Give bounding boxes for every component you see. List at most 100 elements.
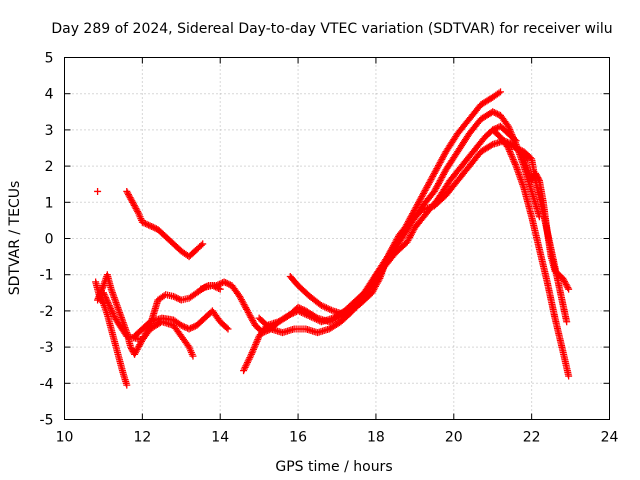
data-point-marker: [417, 194, 425, 202]
data-point-marker: [149, 223, 157, 231]
data-point-marker: [129, 198, 137, 206]
data-point-marker: [517, 146, 525, 154]
data-point-marker: [508, 152, 516, 160]
data-point-marker: [133, 206, 141, 214]
data-point-marker: [222, 279, 230, 287]
data-point-marker: [124, 191, 132, 199]
data-point-marker: [563, 282, 571, 290]
data-point-marker: [430, 169, 438, 177]
data-point-marker: [240, 367, 248, 375]
data-point-marker: [440, 151, 448, 159]
y-axis-title: SDTVAR / TECUs: [7, 181, 23, 296]
data-point-marker: [108, 308, 116, 316]
data-point-marker: [132, 205, 140, 213]
data-point-marker: [240, 365, 248, 373]
x-tick-labels: 10 12 14 16 18 20 22 24: [56, 430, 619, 446]
data-point-marker: [418, 193, 426, 201]
data-point-marker: [185, 325, 193, 333]
data-point-marker: [432, 166, 440, 174]
data-point-marker: [436, 177, 444, 185]
data-point-marker: [509, 134, 517, 142]
data-point-marker: [141, 220, 149, 228]
data-point-marker: [434, 163, 442, 171]
data-point-marker: [102, 294, 110, 302]
data-point-marker: [511, 137, 519, 145]
data-point-marker: [247, 352, 255, 360]
data-point-marker: [223, 279, 231, 287]
y-tick-label: 3: [45, 123, 54, 139]
data-point-marker: [124, 189, 132, 197]
data-point-marker: [434, 181, 442, 189]
data-point-marker: [188, 324, 196, 332]
data-point-marker: [241, 363, 249, 371]
data-point-marker: [324, 305, 332, 313]
data-point-marker: [492, 109, 500, 117]
data-point-marker: [100, 290, 108, 298]
data-point-marker: [177, 321, 185, 329]
data-point-marker: [439, 154, 447, 162]
data-point-marker: [514, 145, 522, 153]
data-point-marker: [421, 186, 429, 194]
data-point-marker: [220, 278, 228, 286]
data-point-marker: [190, 323, 198, 331]
x-tick-label: 18: [367, 430, 385, 446]
data-point-marker: [130, 201, 138, 209]
data-point-marker: [512, 144, 520, 152]
data-point-marker: [109, 309, 117, 317]
data-point-marker: [104, 298, 112, 306]
data-point-marker: [430, 187, 438, 195]
data-point-marker: [420, 188, 428, 196]
x-tick-label: 24: [601, 430, 619, 446]
data-point-marker: [189, 352, 197, 360]
y-tick-label: 2: [45, 159, 54, 175]
data-point-marker: [319, 302, 327, 310]
data-point-marker: [180, 323, 188, 331]
data-point-marker: [506, 141, 514, 149]
data-point-marker: [402, 222, 410, 230]
data-point-marker: [106, 303, 114, 311]
data-point-marker: [429, 171, 437, 179]
data-point-marker: [507, 129, 515, 137]
data-point-marker: [413, 202, 421, 210]
data-point-marker: [397, 231, 405, 239]
data-point-marker: [247, 350, 255, 358]
data-point-marker: [509, 132, 517, 140]
data-point-marker: [197, 285, 205, 293]
data-point-marker: [243, 358, 251, 366]
data-point-marker: [151, 224, 159, 232]
data-point-marker: [170, 292, 177, 300]
data-point-marker: [438, 155, 446, 163]
data-point-marker: [429, 172, 437, 180]
data-point-marker: [506, 127, 514, 135]
x-tick-label: 20: [445, 430, 463, 446]
data-point-marker: [105, 300, 113, 308]
data-point-marker: [125, 192, 133, 200]
data-point-marker: [410, 207, 418, 215]
data-point-marker: [395, 235, 403, 242]
data-point-marker: [511, 139, 519, 147]
data-point-marker: [297, 305, 305, 313]
data-point-marker: [511, 160, 519, 168]
data-point-marker: [198, 284, 206, 292]
data-point-marker: [143, 220, 151, 228]
data-point-marker: [565, 372, 573, 380]
data-point-marker: [505, 124, 513, 132]
data-point-marker: [248, 349, 256, 357]
grid-layer: [64, 57, 610, 420]
data-point-marker: [560, 277, 568, 285]
data-point-marker: [415, 197, 423, 205]
data-point-marker: [103, 297, 111, 305]
data-point-marker: [423, 183, 431, 191]
data-point-marker: [565, 285, 573, 293]
data-point-marker: [242, 362, 250, 370]
data-point-marker: [396, 233, 404, 241]
data-point-marker: [105, 301, 113, 309]
data-point-marker: [506, 147, 514, 155]
data-point-marker: [129, 200, 137, 208]
data-point-marker: [404, 217, 412, 225]
chart-title: Day 289 of 2024, Sidereal Day-to-day VTE…: [51, 21, 612, 37]
data-point-marker: [440, 169, 448, 177]
y-tick-label: 4: [45, 87, 54, 103]
data-point-marker: [244, 357, 252, 365]
